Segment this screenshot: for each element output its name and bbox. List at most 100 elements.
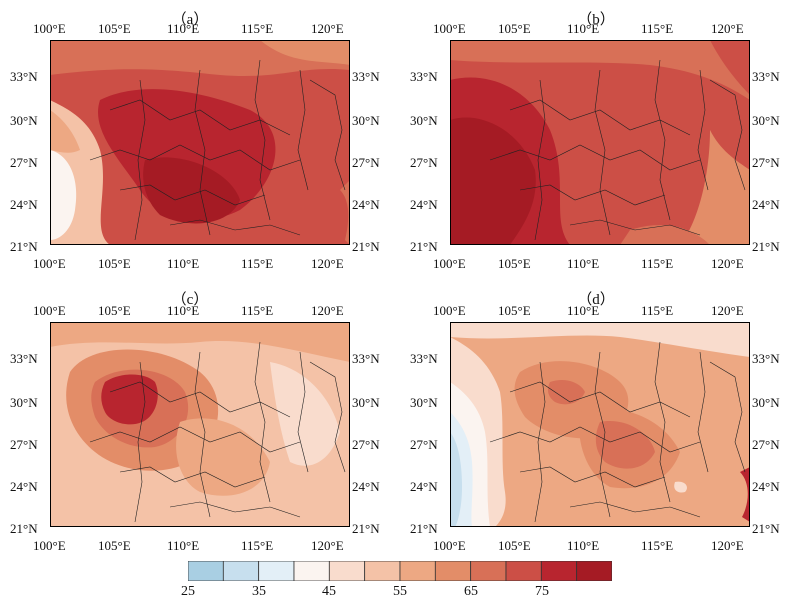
panel-d-bottom-lon-110: 110°E: [567, 538, 600, 553]
panel-b-left-lat-24: 24°N: [410, 197, 438, 212]
map-frame: [450, 322, 750, 527]
panel-d-top-lon-110: 110°E: [567, 303, 600, 318]
province-boundary: [534, 79, 546, 241]
province-boundary: [654, 341, 671, 503]
panel-c-title: （c）: [171, 292, 209, 308]
panel-b-left-lat-30: 30°N: [410, 113, 438, 128]
map-panel-c: [50, 322, 350, 527]
colorbar-segment: [258, 561, 295, 581]
panel-c-right-lat-27: 27°N: [352, 437, 380, 452]
colorbar-segment: [399, 561, 436, 581]
map-panel-d: [450, 322, 750, 527]
colorbar-segment: [434, 561, 472, 581]
province-boundary: [194, 351, 211, 518]
panel-c-left-lat-33: 33°N: [10, 351, 38, 366]
panel-a-top-lon-105: 105°E: [98, 21, 131, 36]
province-boundary: [697, 351, 709, 473]
panel-b-bottom-lon-100: 100°E: [433, 256, 466, 271]
panel-b-bottom-lon-105: 105°E: [498, 256, 531, 271]
panel-c-bottom-lon-110: 110°E: [167, 538, 200, 553]
panel-c-right-lat-30: 30°N: [352, 395, 380, 410]
province-boundary: [489, 426, 701, 453]
panel-a-bottom-lon-105: 105°E: [98, 256, 131, 271]
province-boundary: [297, 351, 309, 473]
panel-a-top-lon-110: 110°E: [167, 21, 200, 36]
province-boundary: [654, 59, 671, 221]
map-frame: [450, 40, 750, 245]
map-frame: [50, 322, 350, 527]
map-c-canvas: [50, 322, 350, 527]
panel-a-right-lat-30: 30°N: [352, 113, 380, 128]
panel-d-right-lat-24: 24°N: [752, 479, 780, 494]
panel-d-title: （d）: [577, 292, 615, 308]
map-frame: [50, 40, 350, 245]
colorbar-label-65: 65: [464, 584, 478, 599]
panel-c-bottom-lon-120: 120°E: [311, 538, 344, 553]
panel-d-bottom-lon-105: 105°E: [498, 538, 531, 553]
province-boundary: [594, 69, 611, 236]
panel-d-bottom-lon-120: 120°E: [711, 538, 744, 553]
province-boundary: [709, 79, 746, 191]
panel-b-right-lat-33: 33°N: [752, 69, 780, 84]
colorbar-label-55: 55: [393, 584, 407, 599]
panel-d-right-lat-21: 21°N: [752, 521, 780, 536]
panel-c-bottom-lon-115: 115°E: [241, 538, 274, 553]
province-boundary: [569, 219, 701, 236]
colorbar: [188, 561, 612, 581]
panel-a-right-lat-33: 33°N: [352, 69, 380, 84]
panel-b-top-lon-120: 120°E: [711, 21, 744, 36]
panel-c-right-lat-24: 24°N: [352, 479, 380, 494]
province-boundary: [534, 361, 546, 523]
panel-d-left-lat-27: 27°N: [410, 437, 438, 452]
panel-d-right-lat-30: 30°N: [752, 395, 780, 410]
province-boundary: [119, 184, 266, 206]
panel-b-right-lat-24: 24°N: [752, 197, 780, 212]
panel-d-top-lon-105: 105°E: [498, 303, 531, 318]
province-boundary: [169, 219, 301, 236]
panel-d-top-lon-100: 100°E: [433, 303, 466, 318]
panel-d-bottom-lon-115: 115°E: [641, 538, 674, 553]
panel-b-top-lon-115: 115°E: [641, 21, 674, 36]
panel-a-left-lat-30: 30°N: [10, 113, 38, 128]
colorbar-segment: [222, 561, 260, 581]
colorbar-segment: [470, 561, 507, 581]
province-boundary: [89, 144, 301, 171]
map-panel-b: [450, 40, 750, 245]
panel-d-left-lat-21: 21°N: [410, 521, 438, 536]
panel-b-top-lon-105: 105°E: [498, 21, 531, 36]
panel-a-right-lat-27: 27°N: [352, 155, 380, 170]
colorbar-segment: [328, 561, 366, 581]
panel-c-left-lat-24: 24°N: [10, 479, 38, 494]
panel-c-top-lon-105: 105°E: [98, 303, 131, 318]
province-boundary: [89, 426, 301, 453]
colorbar-label-45: 45: [322, 584, 336, 599]
panel-a-right-lat-21: 21°N: [352, 239, 380, 254]
panel-b-right-lat-21: 21°N: [752, 239, 780, 254]
province-boundary: [169, 501, 301, 518]
province-boundary: [254, 59, 271, 221]
province-boundary: [519, 184, 666, 206]
panel-a-left-lat-33: 33°N: [10, 69, 38, 84]
panel-b-right-lat-27: 27°N: [752, 155, 780, 170]
province-boundary: [254, 341, 271, 503]
province-boundary: [297, 69, 309, 191]
colorbar-segment: [540, 561, 578, 581]
panel-c-left-lat-30: 30°N: [10, 395, 38, 410]
panel-d-top-lon-115: 115°E: [641, 303, 674, 318]
colorbar-segment: [188, 561, 224, 581]
panel-a-left-lat-24: 24°N: [10, 197, 38, 212]
province-boundary: [309, 361, 346, 473]
panel-a-right-lat-24: 24°N: [352, 197, 380, 212]
province-boundary: [134, 79, 146, 241]
map-panel-a: [50, 40, 350, 245]
panel-d-right-lat-33: 33°N: [752, 351, 780, 366]
panel-a-title: （a）: [171, 12, 209, 28]
panel-c-top-lon-100: 100°E: [33, 303, 66, 318]
colorbar-segment: [576, 561, 612, 581]
panel-b-bottom-lon-115: 115°E: [641, 256, 674, 271]
panel-a-top-lon-100: 100°E: [33, 21, 66, 36]
panel-b-left-lat-21: 21°N: [410, 239, 438, 254]
panel-a-left-lat-21: 21°N: [10, 239, 38, 254]
panel-c-bottom-lon-105: 105°E: [98, 538, 131, 553]
panel-c-top-lon-115: 115°E: [241, 303, 274, 318]
